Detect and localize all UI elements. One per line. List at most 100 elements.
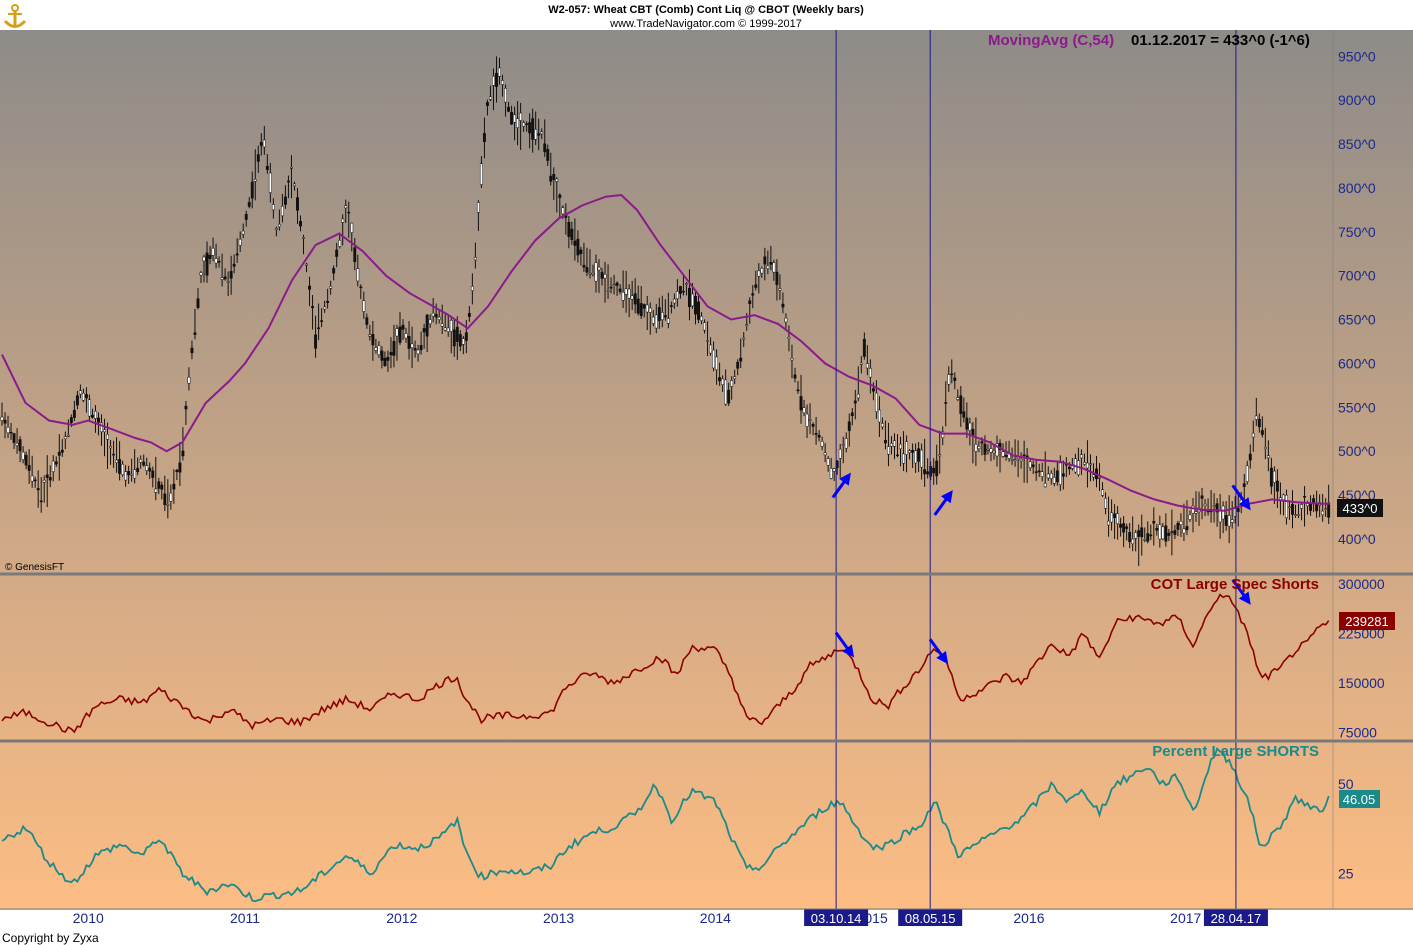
price-bar-body [127,471,131,476]
price-bar-body [781,303,785,308]
price-bar-body [618,288,622,292]
price-bar-body [633,293,637,305]
price-bar-body [576,238,580,256]
price-bar-body [868,368,872,378]
price-bar-body [1297,514,1300,516]
price-bar-body [1263,447,1267,449]
price-bar-body [959,395,963,414]
price-bar-body [772,262,776,273]
price-bar-body [323,306,327,310]
price-bar-body [573,240,577,246]
price-bar-body [1200,495,1204,499]
price-bar-body [516,118,520,128]
price-bar-body [615,282,619,286]
price-bar-body [434,314,438,318]
y-tick-label: 400^0 [1338,531,1376,547]
price-bar-body [657,307,661,321]
price-bar-body [896,454,899,457]
price-bar-body [338,240,342,247]
price-bar-body [202,256,206,262]
price-bar-body [1251,432,1255,438]
price-bar-body [1019,458,1023,462]
price-bar-body [130,473,134,476]
price-bar-body [33,479,37,482]
price-bar-body [1158,524,1162,540]
price-bar-body [1010,459,1014,461]
price-bar-body [1281,494,1285,501]
price-bar-body [461,338,465,345]
price-bar-body [142,461,146,466]
price-bar-body [302,237,305,239]
price-bar-body [60,449,64,453]
price-bar-body [1221,505,1225,520]
price-bar-body [980,441,984,444]
price-bar-body [941,431,945,438]
price-bar-body [1052,477,1056,484]
price-bar-body [371,334,375,346]
price-bar-body [389,352,393,356]
marker-date-label: 08.05.15 [905,911,956,926]
price-bar-body [154,488,158,493]
price-bar-body [311,306,315,309]
price-last-value: 433^0 [1342,501,1377,516]
price-bar-body [820,441,824,447]
price-bar-body [250,181,254,199]
price-bar-body [513,114,517,123]
price-bar-body [721,378,725,386]
price-bar-body [1188,514,1192,520]
price-bar-body [989,448,993,453]
price-bar-body [395,328,399,337]
price-bar-body [347,211,351,214]
price-bar-body [12,433,16,443]
price-bar-body [265,165,269,170]
price-bar-body [109,446,112,449]
price-bar-body [1269,467,1273,487]
price-bar-body [492,75,495,86]
cot-last-value: 239281 [1345,614,1388,629]
genesis-credit: © GenesisFT [5,562,64,573]
price-bar-body [72,409,76,418]
price-bar-body [642,304,646,309]
price-bar-body [1176,523,1180,530]
price-bar-body [244,214,248,220]
price-bar-body [669,305,673,308]
price-bar-body [1327,502,1331,518]
price-bar-body [570,228,574,241]
price-bar-body [1194,511,1198,514]
price-bar-body [519,112,523,121]
price-bar-body [908,450,912,453]
price-bar-body [775,271,779,285]
price-bar-body [832,468,836,472]
price-bar-body [1215,503,1219,513]
price-bar-body [1101,489,1104,496]
price-value-label: 01.12.2017 = 433^0 (-1^6) [1131,32,1310,49]
price-bar-body [401,324,405,330]
price-bar-body [751,293,755,296]
price-bar-body [78,390,82,395]
price-bar-body [416,349,420,355]
price-bar-body [847,421,851,431]
price-bar-body [455,326,459,342]
price-bar-body [428,319,432,325]
price-bar-body [992,450,996,454]
price-bar-body [160,484,164,490]
price-bar-body [1203,503,1207,506]
price-bar-body [1034,471,1038,473]
price-bar-body [172,483,176,490]
price-bar-body [766,265,770,269]
price-bar-body [672,298,676,304]
price-bar-body [877,409,881,423]
price-bar-body [443,327,447,331]
price-bar-body [329,286,333,289]
price-bar-body [317,327,321,329]
price-bar-body [935,460,939,477]
price-bar-body [410,343,414,348]
price-bar-body [1110,512,1114,523]
price-bar-body [983,443,987,455]
price-bar-body [808,419,812,421]
price-bar-body [793,374,797,379]
price-bar-body [75,395,79,406]
price-bar-body [757,270,761,277]
price-bar-body [39,500,43,503]
price-bar-body [1043,483,1047,488]
